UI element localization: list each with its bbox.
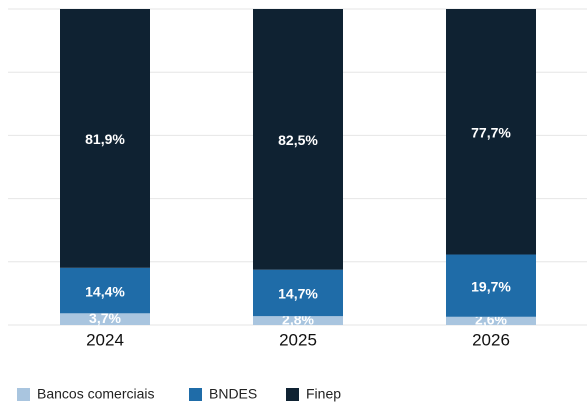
bar-segment <box>60 267 150 314</box>
value-label: 3,7% <box>89 310 121 326</box>
x-tick-label: 2026 <box>472 330 510 349</box>
bar-segment <box>253 9 343 270</box>
value-label: 14,4% <box>85 283 125 299</box>
legend-swatch <box>286 388 299 401</box>
value-label: 77,7% <box>471 124 511 140</box>
x-tick-label: 2025 <box>279 330 317 349</box>
legend-label: Bancos comerciais <box>37 386 155 402</box>
bar-segment <box>253 316 343 325</box>
bar-segment <box>446 9 536 255</box>
bar-segment <box>446 316 536 325</box>
legend-label: Finep <box>306 386 341 402</box>
value-label: 19,7% <box>471 278 511 294</box>
legend-label: BNDES <box>209 386 257 402</box>
legend-swatch <box>189 388 202 401</box>
value-label: 82,5% <box>278 132 318 148</box>
bar-segment <box>446 254 536 317</box>
bar-segment <box>60 313 150 325</box>
bar-segment <box>60 9 150 268</box>
x-tick-label: 2024 <box>86 330 124 349</box>
legend-swatch <box>17 388 30 401</box>
value-label: 81,9% <box>85 131 125 147</box>
value-label: 14,7% <box>278 286 318 302</box>
bar-segment <box>253 269 343 317</box>
